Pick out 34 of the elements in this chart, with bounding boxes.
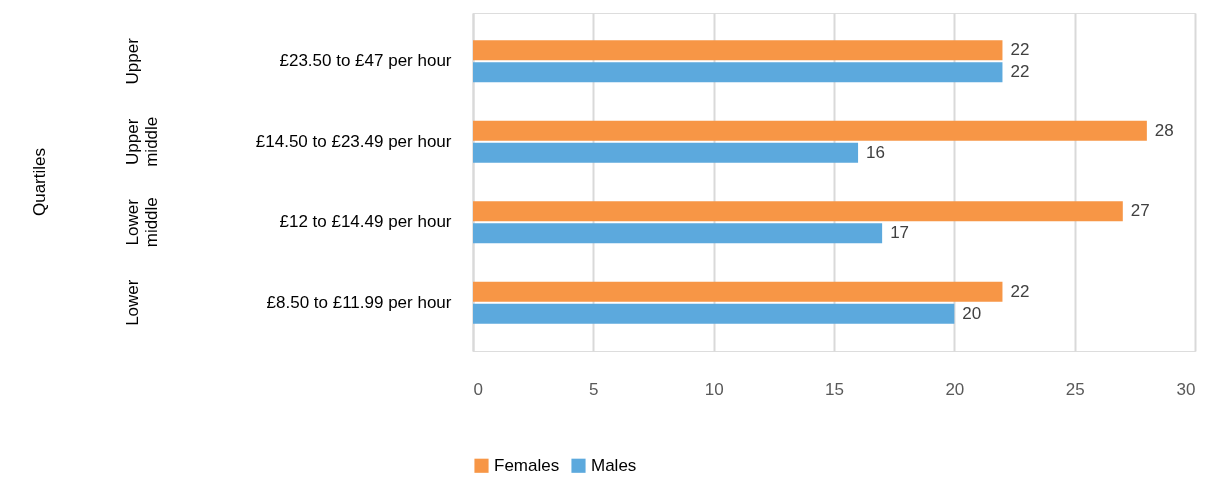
text: Quartiles — [30, 147, 49, 217]
bar — [473, 62, 1003, 83]
data-label: 22 — [1010, 62, 1030, 82]
data-label: 16 — [866, 142, 885, 162]
bar — [473, 281, 1003, 302]
bar — [473, 40, 1003, 61]
x-tick-label: 5 — [589, 379, 599, 399]
x-tick-label: 0 — [473, 379, 483, 399]
legend-label: Males — [591, 455, 637, 475]
data-label: 22 — [1010, 40, 1030, 60]
legend-label: Females — [494, 455, 560, 475]
data-label: 27 — [1130, 201, 1150, 221]
bar — [473, 201, 1123, 222]
y-tick-label: £14.50 to £23.49 per hour — [255, 131, 452, 151]
text: Lower — [123, 279, 142, 326]
bar — [473, 120, 1147, 141]
x-tick-label: 30 — [1176, 379, 1196, 399]
bar — [473, 223, 883, 244]
text: Upper — [123, 37, 142, 85]
x-tick-label: 20 — [945, 379, 965, 399]
text: Lower middle — [123, 197, 161, 248]
x-tick-label: 25 — [1065, 379, 1085, 399]
y-tick-label: £8.50 to £11.99 per hour — [266, 292, 452, 312]
x-tick-label: 10 — [704, 379, 724, 399]
data-label: 22 — [1010, 281, 1030, 301]
text: Upper middle — [123, 116, 161, 167]
x-tick-label: 15 — [825, 379, 844, 399]
bar — [473, 303, 955, 324]
data-label: 20 — [962, 303, 982, 323]
data-label: 28 — [1154, 120, 1174, 140]
bar — [473, 142, 859, 163]
y-tick-label: £12 to £14.49 per hour — [279, 212, 452, 232]
y-tick-label: £23.50 to £47 per hour — [279, 51, 452, 71]
data-label: 17 — [890, 223, 910, 243]
